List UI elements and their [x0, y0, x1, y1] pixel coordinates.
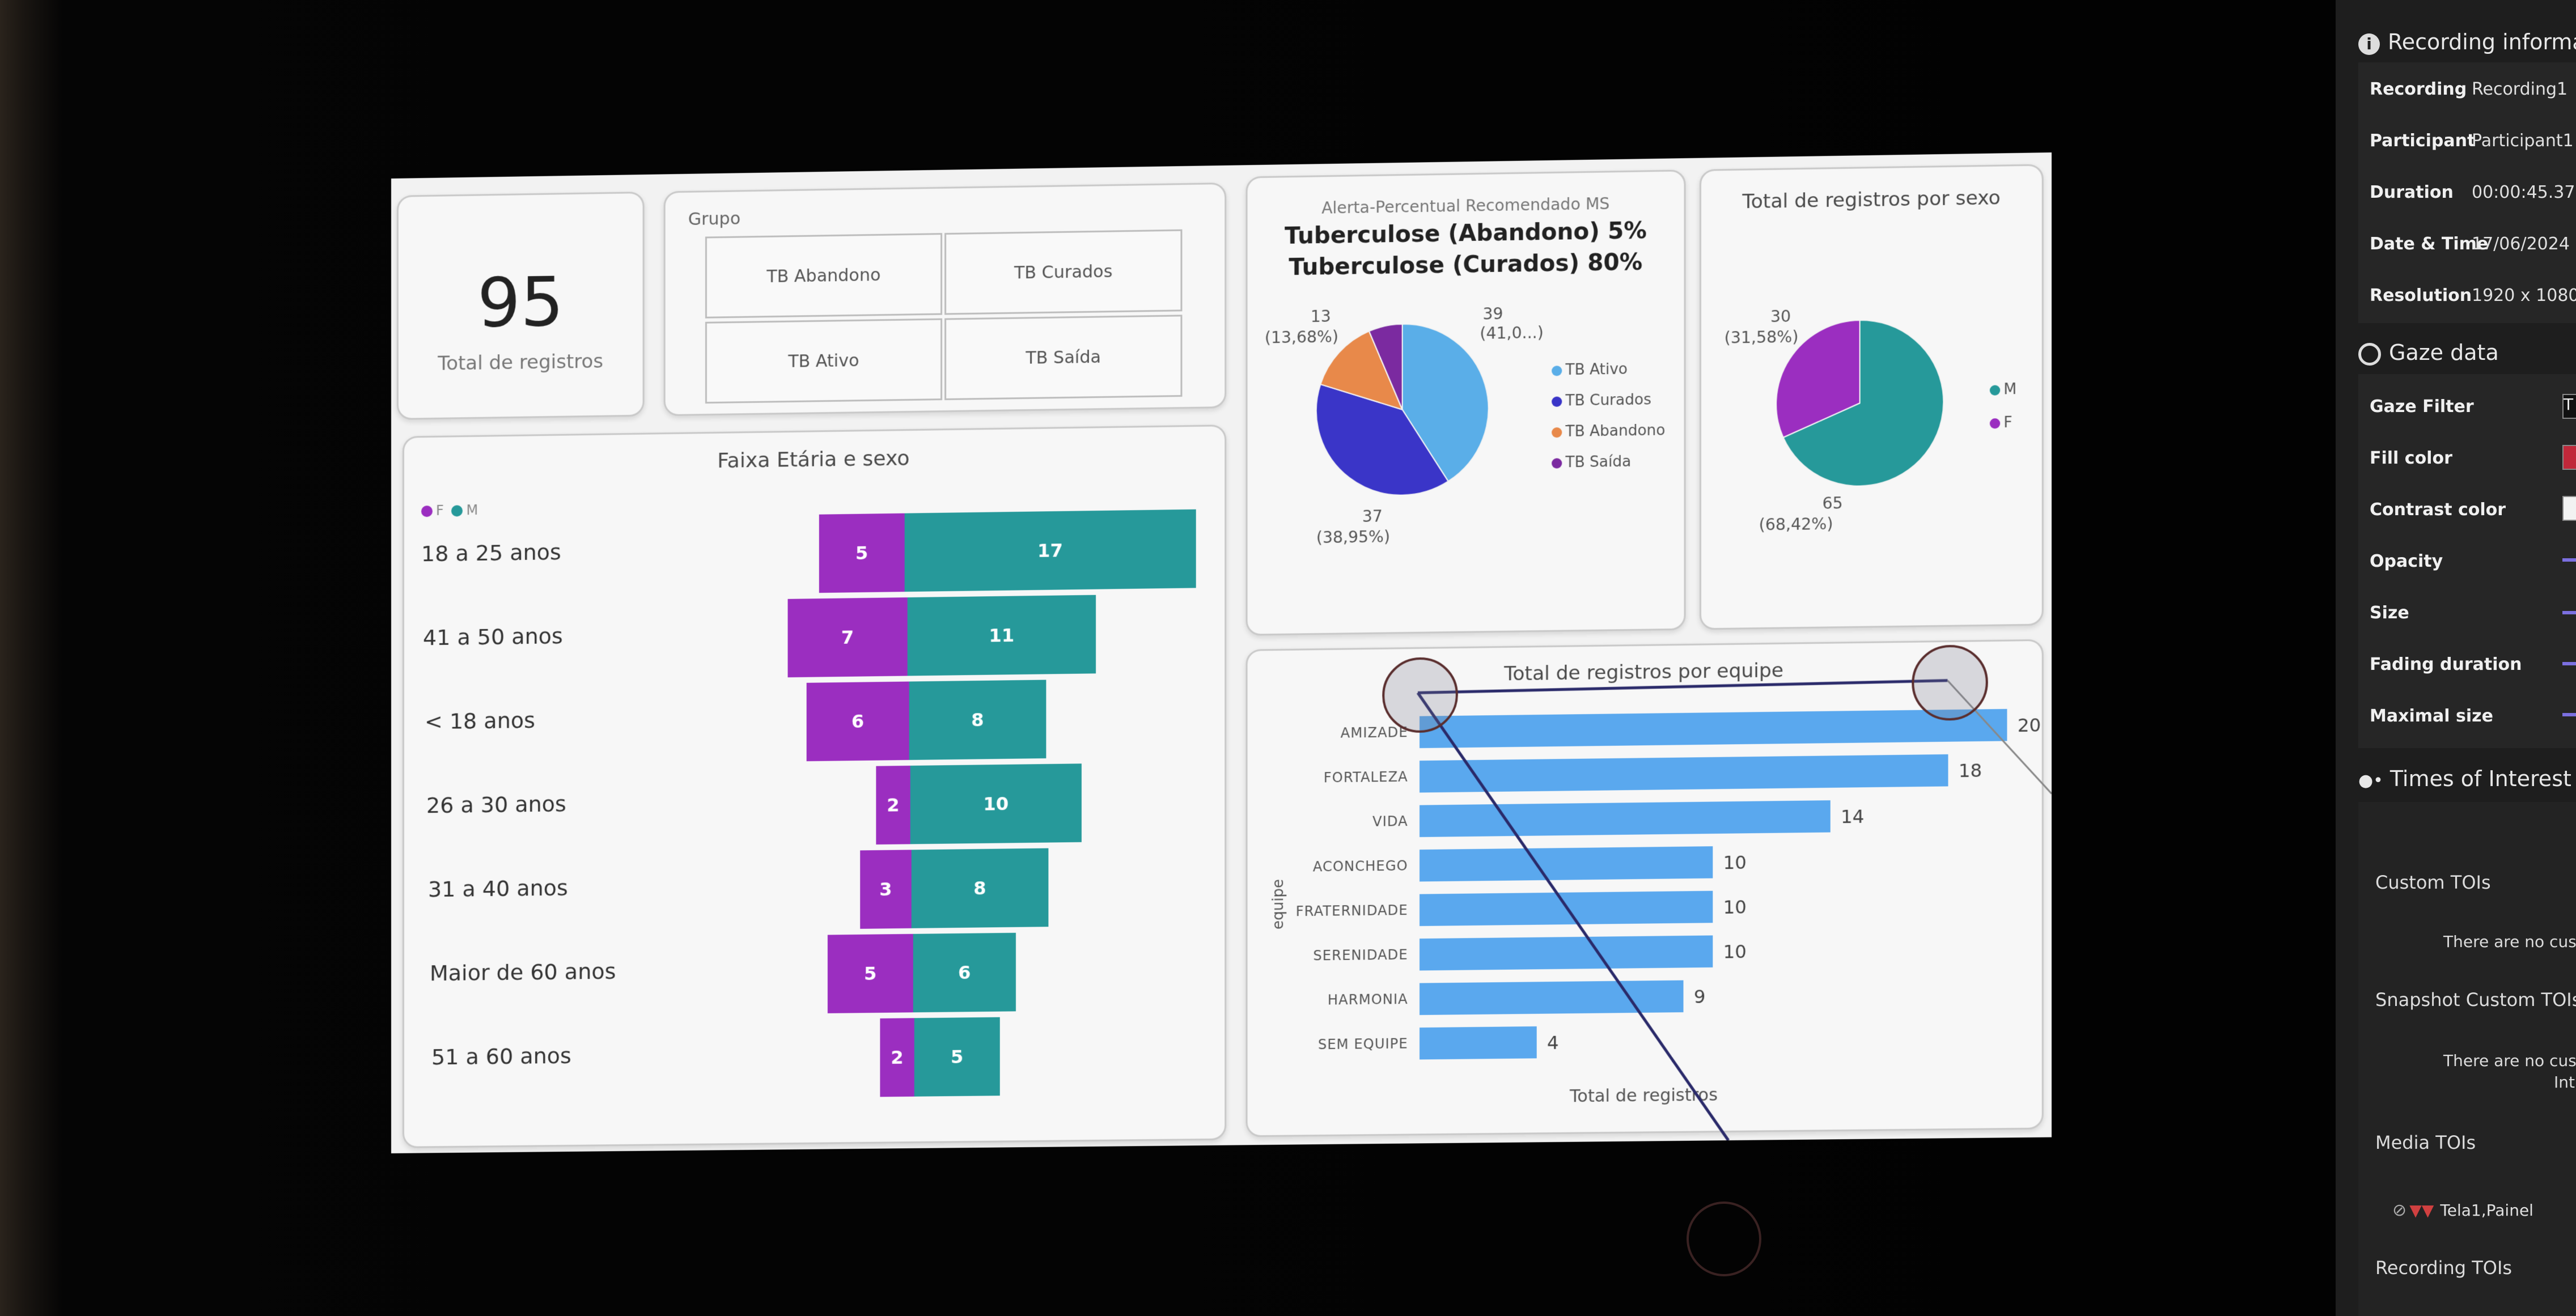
- gaze-setting-label: Gaze Filter: [2370, 397, 2474, 417]
- gaze-setting-label: Fading duration: [2370, 655, 2522, 674]
- snapshot-tois-empty-2: Int: [2554, 1073, 2575, 1092]
- gaze-setting-label: Fill color: [2370, 448, 2452, 468]
- media-toi-name: Tela1,Painel: [2440, 1201, 2533, 1220]
- recording-info-label: Recording: [2370, 79, 2467, 99]
- size-slider[interactable]: [2562, 611, 2576, 614]
- recording-info-value: 17/06/2024 16: [2472, 234, 2576, 254]
- gaze-fixation-3: [1687, 1202, 1761, 1276]
- gaze-filter-select[interactable]: T: [2562, 394, 2576, 419]
- snapshot-tois-empty-1: There are no custo: [2443, 1051, 2576, 1070]
- gaze-setting-label: Contrast color: [2370, 500, 2506, 520]
- custom-tois-empty: There are no custo: [2443, 932, 2576, 951]
- dashboard-screen: 95 Total de registros Grupo TB Abandono …: [391, 152, 2052, 1153]
- media-tois-label[interactable]: Media TOIs: [2375, 1132, 2476, 1153]
- recording-info-value: 00:00:45.375: [2472, 182, 2576, 202]
- gaze-data-header[interactable]: Gaze data: [2358, 340, 2499, 366]
- toi-title: Times of Interest: [2390, 766, 2571, 791]
- recording-panel: iRecording informatio RecordingRecording…: [2336, 0, 2576, 1316]
- recording-info-label: Participant: [2370, 131, 2475, 151]
- visibility-icon[interactable]: ⊘: [2392, 1200, 2406, 1220]
- recording-info-header[interactable]: i Recording informatio: [2358, 29, 2576, 55]
- recording-info-label: Duration: [2370, 182, 2454, 202]
- recording-info-title: Recording informatio: [2388, 29, 2576, 54]
- recording-info-value: 1920 x 1080: [2472, 286, 2576, 305]
- info-icon: i: [2358, 33, 2380, 55]
- toi-header[interactable]: ●• Times of Interest: [2358, 766, 2571, 791]
- toi-marker-icon: ▼▼: [2409, 1201, 2434, 1220]
- gaze-icon: [2358, 343, 2381, 366]
- gaze-path: [391, 152, 2052, 1153]
- gaze-setting-label: Maximal size: [2370, 706, 2493, 726]
- gaze-setting-label: Opacity: [2370, 551, 2443, 571]
- snapshot-tois-label[interactable]: Snapshot Custom TOIs: [2375, 989, 2576, 1011]
- toi-icon: ●•: [2358, 771, 2383, 791]
- media-toi-item[interactable]: ⊘ ▼▼ Tela1,Painel: [2392, 1200, 2533, 1220]
- fill-color-swatch[interactable]: [2562, 445, 2576, 470]
- recording-info-value: Participant1: [2472, 131, 2574, 151]
- fading-duration-slider[interactable]: [2562, 662, 2576, 665]
- recording-tois-label[interactable]: Recording TOIs: [2375, 1257, 2512, 1279]
- gaze-data-title: Gaze data: [2389, 340, 2499, 365]
- gaze-setting-label: Size: [2370, 603, 2409, 623]
- opacity-slider[interactable]: [2562, 558, 2576, 562]
- contrast-color-swatch[interactable]: [2562, 496, 2576, 521]
- maximal-size-slider[interactable]: [2562, 713, 2576, 716]
- recording-info-label: Resolution: [2370, 286, 2472, 305]
- recording-info-value: Recording1: [2472, 79, 2567, 99]
- recording-info-label: Date & Time: [2370, 234, 2488, 254]
- custom-tois-label[interactable]: Custom TOIs: [2375, 872, 2491, 893]
